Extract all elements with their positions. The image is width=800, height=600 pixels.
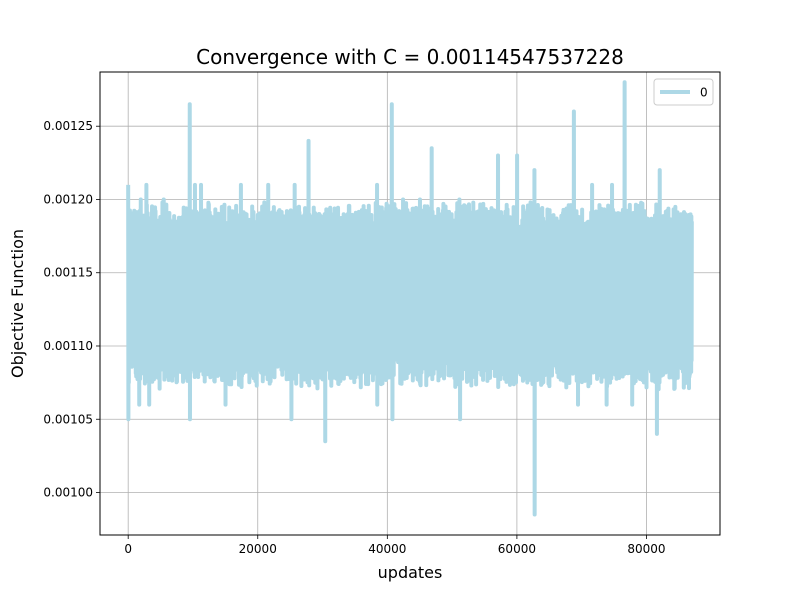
x-tick-label: 40000	[368, 542, 406, 556]
y-axis-ticks: 0.00100 0.00105 0.00110 0.00115 0.00120 0.001…	[43, 119, 100, 500]
series-line-0	[126, 80, 694, 517]
y-axis-label: Objective Function	[8, 229, 27, 378]
y-tick-label: 0.00105	[43, 412, 93, 426]
y-tick-label: 0.00125	[43, 119, 93, 133]
y-tick-label: 0.00120	[43, 192, 93, 206]
x-axis-label: updates	[378, 563, 443, 582]
y-tick-label: 0.00110	[43, 339, 93, 353]
y-tick-label: 0.00100	[43, 486, 93, 500]
plot-frame	[99, 71, 721, 536]
legend: 0	[653, 78, 714, 106]
x-tick-label: 60000	[498, 542, 536, 556]
legend-label: 0	[700, 86, 708, 100]
x-axis-ticks: 0 20000 40000 60000 80000	[124, 535, 666, 556]
series-layer	[126, 80, 694, 517]
chart-title: Convergence with C = 0.00114547537228	[196, 45, 624, 69]
y-tick-label: 0.00115	[43, 266, 93, 280]
x-tick-label: 80000	[627, 542, 665, 556]
x-tick-label: 20000	[239, 542, 277, 556]
x-tick-label: 0	[124, 542, 132, 556]
